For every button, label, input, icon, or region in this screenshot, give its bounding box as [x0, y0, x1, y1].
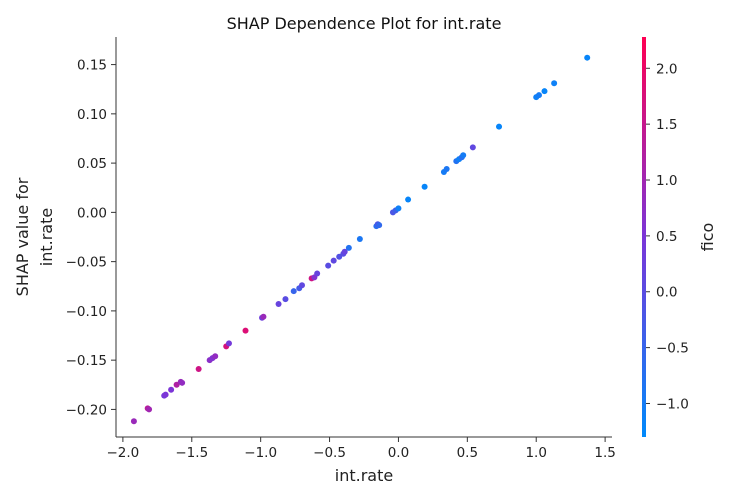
- data-point: [345, 244, 352, 251]
- data-point: [551, 80, 558, 87]
- colorbar-tick-label: 2.0: [656, 61, 677, 77]
- data-point: [260, 313, 267, 320]
- colorbar-ticks: 2.0 1.5 1.0 0.5 0.0 −0.5 −1.0: [646, 61, 689, 412]
- y-tick-label: 0.15: [77, 58, 107, 74]
- y-tick-label: −0.05: [66, 255, 107, 271]
- data-point: [496, 123, 503, 130]
- y-tick-label: −0.20: [66, 402, 107, 418]
- data-point: [299, 282, 305, 289]
- data-point: [225, 340, 232, 347]
- plot-area: −2.0 −1.5 −1.0 −0.5 0.0 0.5 1.0 1.5 0.15 0.10 0.0…: [66, 37, 616, 461]
- x-tick-label: −1.0: [244, 445, 277, 461]
- data-point: [584, 54, 591, 61]
- x-tick-label: 1.0: [525, 445, 546, 461]
- data-point: [168, 386, 175, 393]
- x-tick-label: 1.5: [594, 445, 615, 461]
- y-tick-label: −0.15: [66, 353, 107, 369]
- data-point: [376, 222, 383, 229]
- chart-title: SHAP Dependence Plot for int.rate: [227, 14, 502, 33]
- data-point: [330, 257, 337, 264]
- colorbar-tick-label: 0.5: [656, 229, 677, 245]
- data-point: [212, 353, 219, 360]
- scatter-points: [130, 54, 591, 425]
- x-tick-label: 0.0: [388, 445, 409, 461]
- colorbar-tick-label: −1.0: [656, 396, 689, 412]
- data-point: [195, 366, 202, 373]
- x-axis-label: int.rate: [335, 466, 393, 485]
- x-tick-label: −0.5: [313, 445, 346, 461]
- data-point: [275, 300, 282, 307]
- data-point: [314, 270, 321, 277]
- y-tick-label: 0.05: [77, 156, 107, 172]
- colorbar-tick-label: 0.0: [656, 285, 677, 301]
- colorbar-tick-label: 1.0: [656, 173, 677, 189]
- data-point: [469, 144, 476, 151]
- data-point: [356, 235, 363, 242]
- colorbar-tick-label: −0.5: [656, 341, 689, 357]
- x-tick-label: −2.0: [106, 445, 139, 461]
- colorbar-gradient: [642, 37, 646, 437]
- data-point: [341, 248, 348, 255]
- data-point: [179, 379, 186, 386]
- x-tick-label: −1.5: [175, 445, 208, 461]
- data-point: [336, 253, 343, 260]
- data-point: [242, 327, 249, 334]
- y-tick-label: −0.10: [66, 304, 107, 320]
- data-point: [541, 88, 548, 95]
- x-tick-label: 0.5: [457, 445, 478, 461]
- y-axis-label: SHAP value for int.rate: [13, 177, 56, 296]
- y-axis-label-group: SHAP value for int.rate: [13, 177, 56, 296]
- data-point: [421, 183, 428, 190]
- x-ticks: −2.0 −1.5 −1.0 −0.5 0.0 0.5 1.0 1.5: [106, 437, 616, 461]
- data-point: [395, 205, 402, 212]
- data-point: [535, 92, 542, 99]
- data-point: [162, 391, 169, 398]
- colorbar: 2.0 1.5 1.0 0.5 0.0 −0.5 −1.0 fico: [642, 37, 717, 437]
- y-tick-label: 0.10: [77, 107, 107, 123]
- data-point: [405, 196, 412, 203]
- data-point: [146, 406, 153, 413]
- colorbar-label: fico: [698, 223, 717, 252]
- y-ticks: 0.15 0.10 0.05 0.00 −0.05 −0.10 −0.15 −0.20: [66, 58, 116, 418]
- data-point: [325, 262, 332, 269]
- y-axis-label-line: SHAP value for: [13, 177, 32, 296]
- colorbar-tick-label: 1.5: [656, 117, 677, 133]
- y-axis-label-line: int.rate: [37, 208, 56, 266]
- data-point: [173, 381, 180, 388]
- y-tick-label: 0.00: [77, 205, 107, 221]
- data-point: [290, 288, 297, 295]
- data-point: [460, 152, 467, 159]
- data-point: [443, 166, 450, 173]
- data-point: [130, 418, 137, 425]
- data-point: [282, 296, 289, 303]
